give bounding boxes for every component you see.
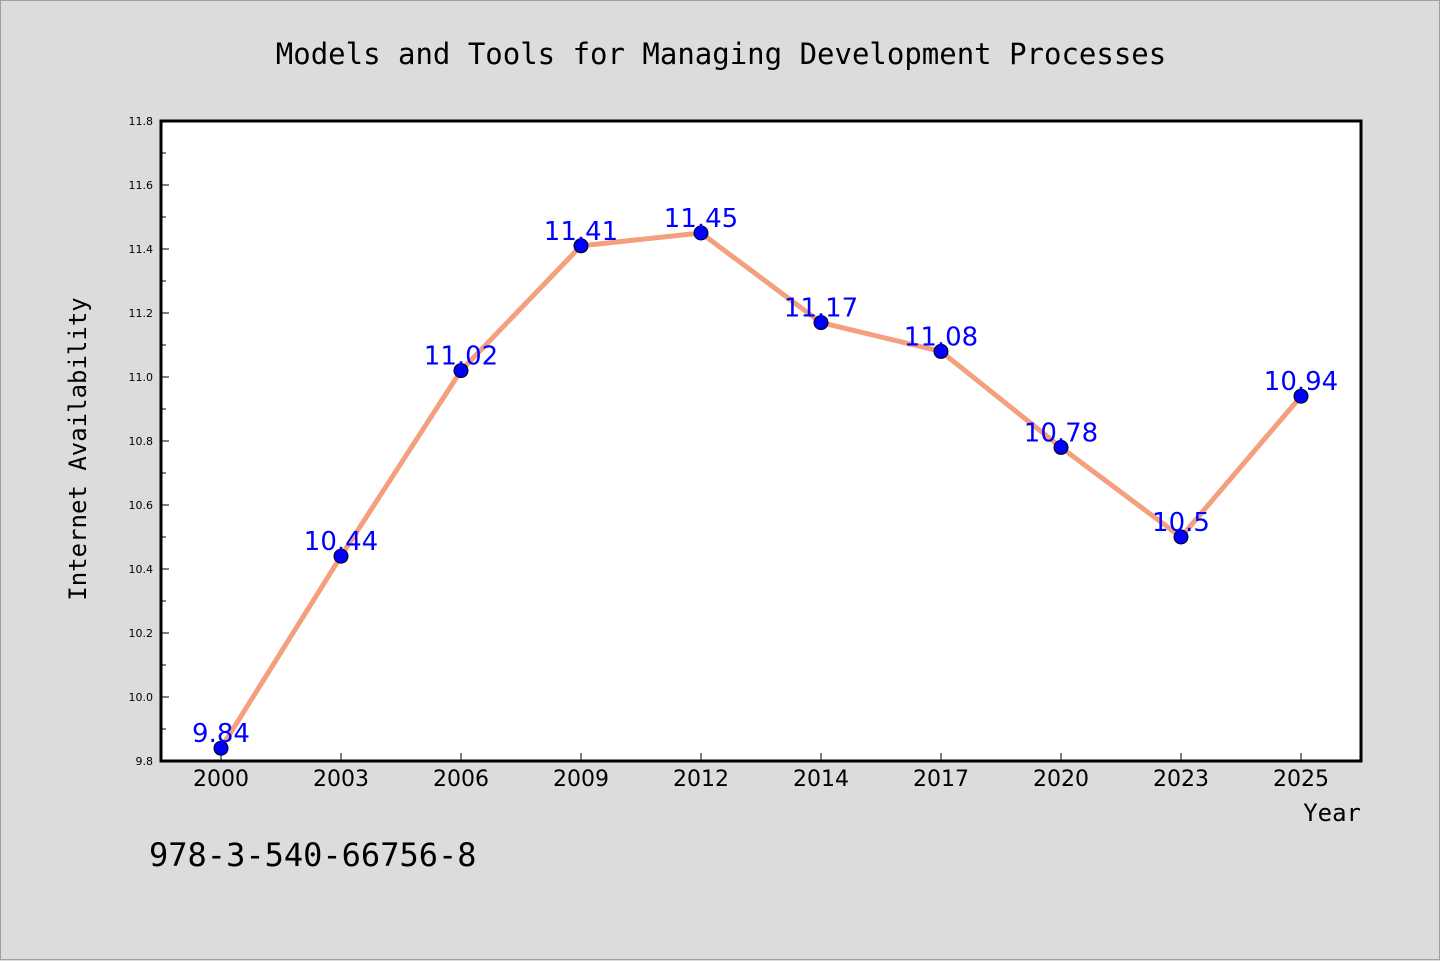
- footnote-isbn: 978-3-540-66756-8: [149, 836, 477, 874]
- data-point: [453, 363, 469, 379]
- data-label: 11.02: [424, 342, 498, 372]
- y-tick-label: 10.8: [129, 435, 154, 448]
- data-point: [1053, 439, 1069, 455]
- x-tick-label: 2020: [1033, 767, 1089, 792]
- series-markers: [213, 225, 1309, 756]
- data-point: [933, 343, 949, 359]
- x-axis-ticks: 2000 2003 2006 2009 2012 2014 2017 2020 2023 2025: [193, 753, 1329, 792]
- data-point: [213, 740, 229, 756]
- x-tick-label: 2014: [793, 767, 849, 792]
- data-point: [333, 548, 349, 564]
- x-tick-label: 2003: [313, 767, 369, 792]
- x-tick-label: 2017: [913, 767, 969, 792]
- x-tick-label: 2009: [553, 767, 609, 792]
- y-axis-ticks: 9.8 10.0 10.2 10.4 10.6 10.8 11.0 11.2 11.4 11.6 1…: [129, 115, 169, 768]
- y-tick-label: 9.8: [136, 755, 154, 768]
- data-point: [693, 225, 709, 241]
- data-label: 11.17: [784, 294, 858, 324]
- data-label: 11.08: [904, 322, 978, 352]
- data-label: 11.41: [544, 217, 618, 247]
- y-tick-label: 11.8: [129, 115, 154, 128]
- y-tick-label: 10.0: [129, 691, 154, 704]
- y-tick-label: 11.6: [129, 179, 154, 192]
- data-label: 10.5: [1152, 508, 1210, 538]
- y-tick-label: 11.2: [129, 307, 154, 320]
- x-tick-label: 2012: [673, 767, 729, 792]
- x-tick-label: 2025: [1273, 767, 1329, 792]
- data-label: 10.78: [1024, 418, 1098, 448]
- data-point: [1173, 529, 1189, 545]
- data-point: [573, 238, 589, 254]
- data-label: 9.84: [192, 719, 250, 749]
- data-label: 10.94: [1264, 367, 1338, 397]
- y-tick-label: 10.6: [129, 499, 154, 512]
- x-tick-label: 2000: [193, 767, 249, 792]
- data-labels: 9.84 10.44 11.02 11.41 11.45 11.17 11.08 10.78 1…: [192, 204, 1338, 749]
- data-label: 10.44: [304, 527, 378, 557]
- x-tick-label: 2023: [1153, 767, 1209, 792]
- x-axis-title: Year: [1303, 799, 1361, 827]
- series-line: [218, 230, 1304, 751]
- y-tick-label: 10.2: [129, 627, 154, 640]
- y-tick-label: 11.4: [129, 243, 154, 256]
- y-tick-label: 10.4: [129, 563, 154, 576]
- x-tick-label: 2006: [433, 767, 489, 792]
- data-point: [813, 315, 829, 331]
- data-label: 11.45: [664, 204, 738, 234]
- y-tick-label: 11.0: [129, 371, 154, 384]
- data-point: [1293, 388, 1309, 404]
- y-axis-title: Internet Availability: [64, 297, 92, 600]
- chart-title: Models and Tools for Managing Developmen…: [276, 37, 1166, 71]
- plot-area: [159, 119, 1363, 763]
